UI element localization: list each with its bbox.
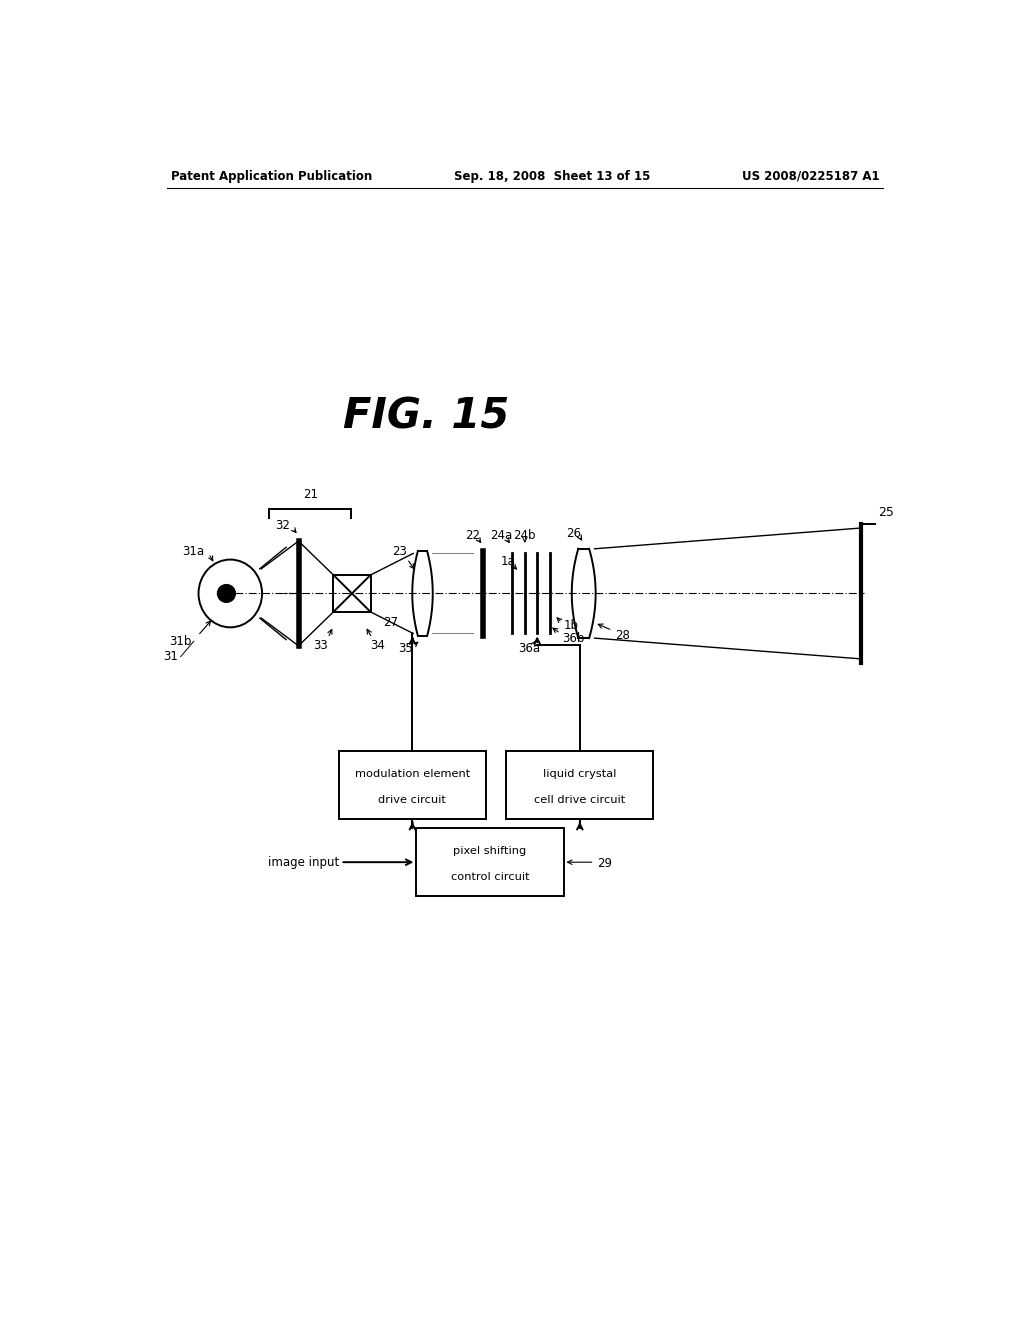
Text: 31: 31 [164,649,178,663]
Text: 35: 35 [398,643,413,656]
Text: 21: 21 [303,488,317,502]
Text: 31a: 31a [182,545,204,557]
Text: Patent Application Publication: Patent Application Publication [171,170,372,183]
Text: 24b: 24b [514,529,536,543]
Text: 31b: 31b [169,635,191,648]
Text: 36a: 36a [518,643,541,656]
Text: 25: 25 [879,506,894,519]
Text: 27: 27 [383,616,398,630]
Text: 26: 26 [566,527,582,540]
Text: 23: 23 [392,545,407,557]
Text: cell drive circuit: cell drive circuit [535,795,626,805]
Text: FIG. 15: FIG. 15 [343,396,510,437]
Text: liquid crystal: liquid crystal [543,770,616,779]
Text: modulation element: modulation element [354,770,470,779]
Text: pixel shifting: pixel shifting [454,846,526,857]
Text: 33: 33 [312,639,328,652]
Text: 22: 22 [465,529,480,543]
Text: 24a: 24a [490,529,513,543]
Text: 34: 34 [370,639,385,652]
Text: 29: 29 [597,857,612,870]
Text: 1b: 1b [563,619,579,632]
Text: Sep. 18, 2008  Sheet 13 of 15: Sep. 18, 2008 Sheet 13 of 15 [454,170,650,183]
Circle shape [217,585,236,602]
Text: 36b: 36b [562,631,585,644]
Text: 32: 32 [275,519,291,532]
Text: 28: 28 [614,630,630,643]
Text: control circuit: control circuit [451,871,529,882]
Text: image input: image input [267,855,339,869]
Text: 1a: 1a [501,554,515,568]
Text: US 2008/0225187 A1: US 2008/0225187 A1 [742,170,880,183]
Text: drive circuit: drive circuit [379,795,446,805]
